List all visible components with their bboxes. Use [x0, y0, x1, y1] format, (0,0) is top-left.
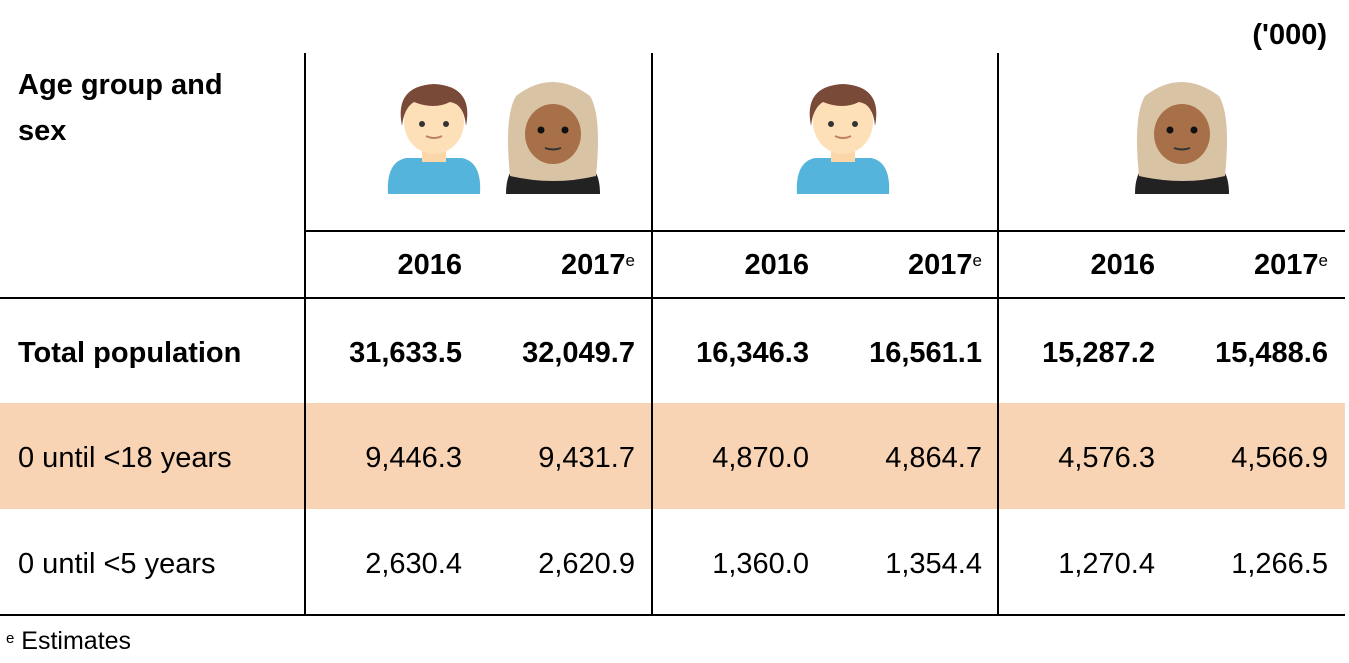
- boy-icon: [796, 84, 890, 194]
- cell-value: 1,354.4: [885, 548, 982, 580]
- cell-value: 2,620.9: [538, 548, 635, 580]
- cell-value: 4,870.0: [712, 442, 809, 474]
- divider: [0, 297, 1345, 299]
- divider: [304, 53, 306, 615]
- boy-icon: [387, 84, 481, 194]
- footnote: e Estimates: [6, 627, 132, 655]
- year-header: 2016: [1090, 249, 1155, 281]
- cell-value: 15,287.2: [1042, 337, 1155, 369]
- divider: [0, 614, 1345, 616]
- year-header: 2016: [397, 249, 462, 281]
- row-label: 0 until <18 years: [18, 442, 232, 474]
- row-header-label: Age group and sex: [18, 69, 223, 147]
- row-label: 0 until <5 years: [18, 548, 216, 580]
- year-header: 2016: [744, 249, 809, 281]
- cell-value: 4,864.7: [885, 442, 982, 474]
- cell-value: 1,266.5: [1231, 548, 1328, 580]
- cell-value: 4,566.9: [1231, 442, 1328, 474]
- cell-value: 31,633.5: [349, 337, 462, 369]
- cell-value: 9,446.3: [365, 442, 462, 474]
- woman-headscarf-icon: [506, 82, 600, 194]
- cell-value: 1,270.4: [1058, 548, 1155, 580]
- cell-value: 9,431.7: [538, 442, 635, 474]
- year-header: 2017e: [908, 249, 982, 281]
- woman-headscarf-icon: [1135, 82, 1229, 194]
- cell-value: 16,346.3: [696, 337, 809, 369]
- cell-value: 4,576.3: [1058, 442, 1155, 474]
- divider: [304, 230, 1345, 232]
- divider: [997, 53, 999, 615]
- cell-value: 15,488.6: [1215, 337, 1328, 369]
- divider: [651, 53, 653, 615]
- unit-label: ('000): [1252, 19, 1327, 51]
- year-header: 2017e: [561, 249, 635, 281]
- cell-value: 1,360.0: [712, 548, 809, 580]
- cell-value: 16,561.1: [869, 337, 982, 369]
- row-label: Total population: [18, 337, 242, 369]
- year-header: 2017e: [1254, 249, 1328, 281]
- cell-value: 2,630.4: [365, 548, 462, 580]
- cell-value: 32,049.7: [522, 337, 635, 369]
- highlight-row-band: [0, 403, 1345, 509]
